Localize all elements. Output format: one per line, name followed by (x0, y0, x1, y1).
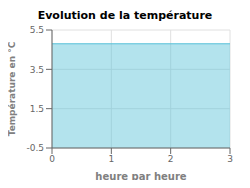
svg-text:5.5: 5.5 (30, 25, 44, 35)
svg-text:1.5: 1.5 (30, 104, 44, 114)
svg-text:3: 3 (227, 154, 233, 164)
svg-text:-0.5: -0.5 (26, 143, 44, 153)
svg-text:heure par heure: heure par heure (95, 171, 186, 180)
html-text:Evolution de la température: Evolution de la température (37, 9, 213, 22)
svg-text:0: 0 (49, 154, 55, 164)
svg-text:Température en °C: Température en °C (8, 41, 17, 136)
svg-text:3.5: 3.5 (30, 65, 44, 75)
svg-text:1: 1 (108, 154, 114, 164)
svg-text:2: 2 (168, 154, 174, 164)
